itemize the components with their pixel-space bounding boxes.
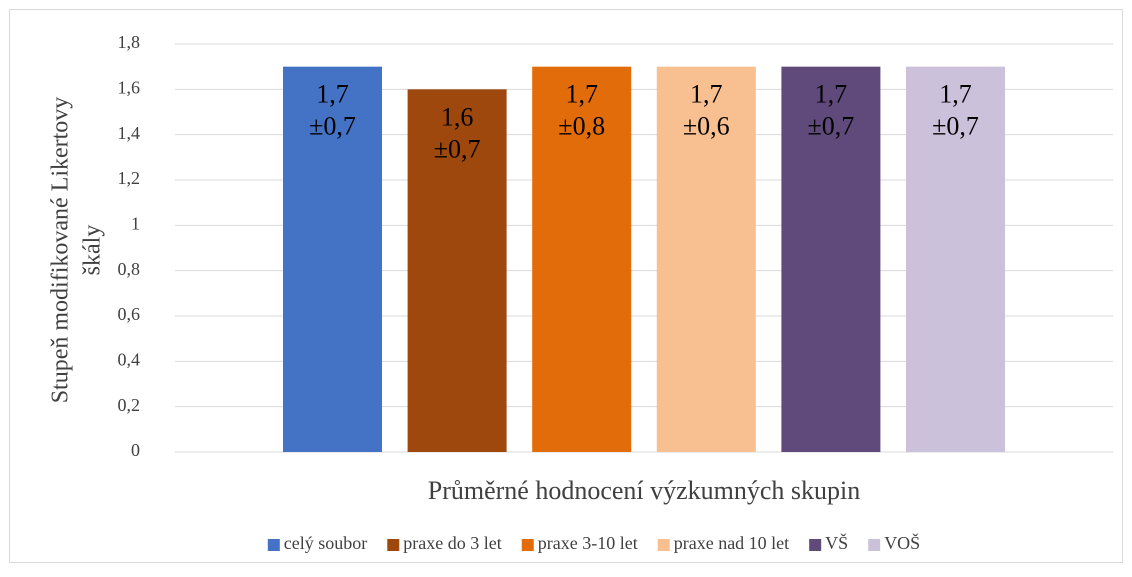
legend: celý soubor praxe do 3 let praxe 3-10 let p… [267,532,920,553]
legend-swatch [809,539,822,551]
y-tick-label: 0,4 [118,349,141,369]
y-tick-label: 1 [131,213,140,233]
legend-swatch [387,539,400,551]
data-label: 1,6 [441,102,474,131]
error-label: ±0,7 [932,112,979,141]
legend-label: praxe do 3 let [403,533,501,553]
error-label: ±0,7 [309,112,356,141]
y-tick-label: 0 [131,440,140,460]
y-tick-label: 1,2 [118,168,141,188]
x-axis-title: Průměrné hodnocení výzkumných skupin [428,476,861,505]
legend-label: praxe 3-10 let [538,533,638,553]
data-label: 1,7 [815,80,848,109]
bar [781,66,881,453]
legend-swatch [868,539,881,551]
legend-label: praxe nad 10 let [674,533,789,553]
legend-label: VŠ [825,532,848,553]
y-axis-title: škály [80,225,106,276]
y-tick-label: 1,8 [118,32,141,52]
data-label: 1,7 [939,80,972,109]
data-label: 1,7 [690,80,723,109]
legend-label: VOŠ [884,532,920,553]
error-label: ±0,8 [558,112,605,141]
y-tick-label: 1,4 [118,123,141,143]
legend-swatch [657,539,670,551]
y-axis-title: Stupeň modifikované Likertovy [48,97,74,404]
y-tick-label: 0,8 [118,259,141,279]
y-tick-label: 0,6 [118,304,141,324]
error-label: ±0,6 [683,112,730,141]
y-tick-label: 0,2 [118,395,141,415]
legend-label: celý soubor [284,533,367,553]
y-tick-label: 1,6 [118,77,141,97]
legend-swatch [521,539,534,551]
legend-swatch [267,539,280,551]
bar [407,89,507,452]
bar [532,66,632,453]
data-label: 1,7 [316,80,349,109]
bar [656,66,756,453]
error-label: ±0,7 [434,134,481,163]
error-label: ±0,7 [808,112,855,141]
bar [906,66,1005,453]
bar [283,66,382,453]
data-label: 1,7 [565,80,598,109]
